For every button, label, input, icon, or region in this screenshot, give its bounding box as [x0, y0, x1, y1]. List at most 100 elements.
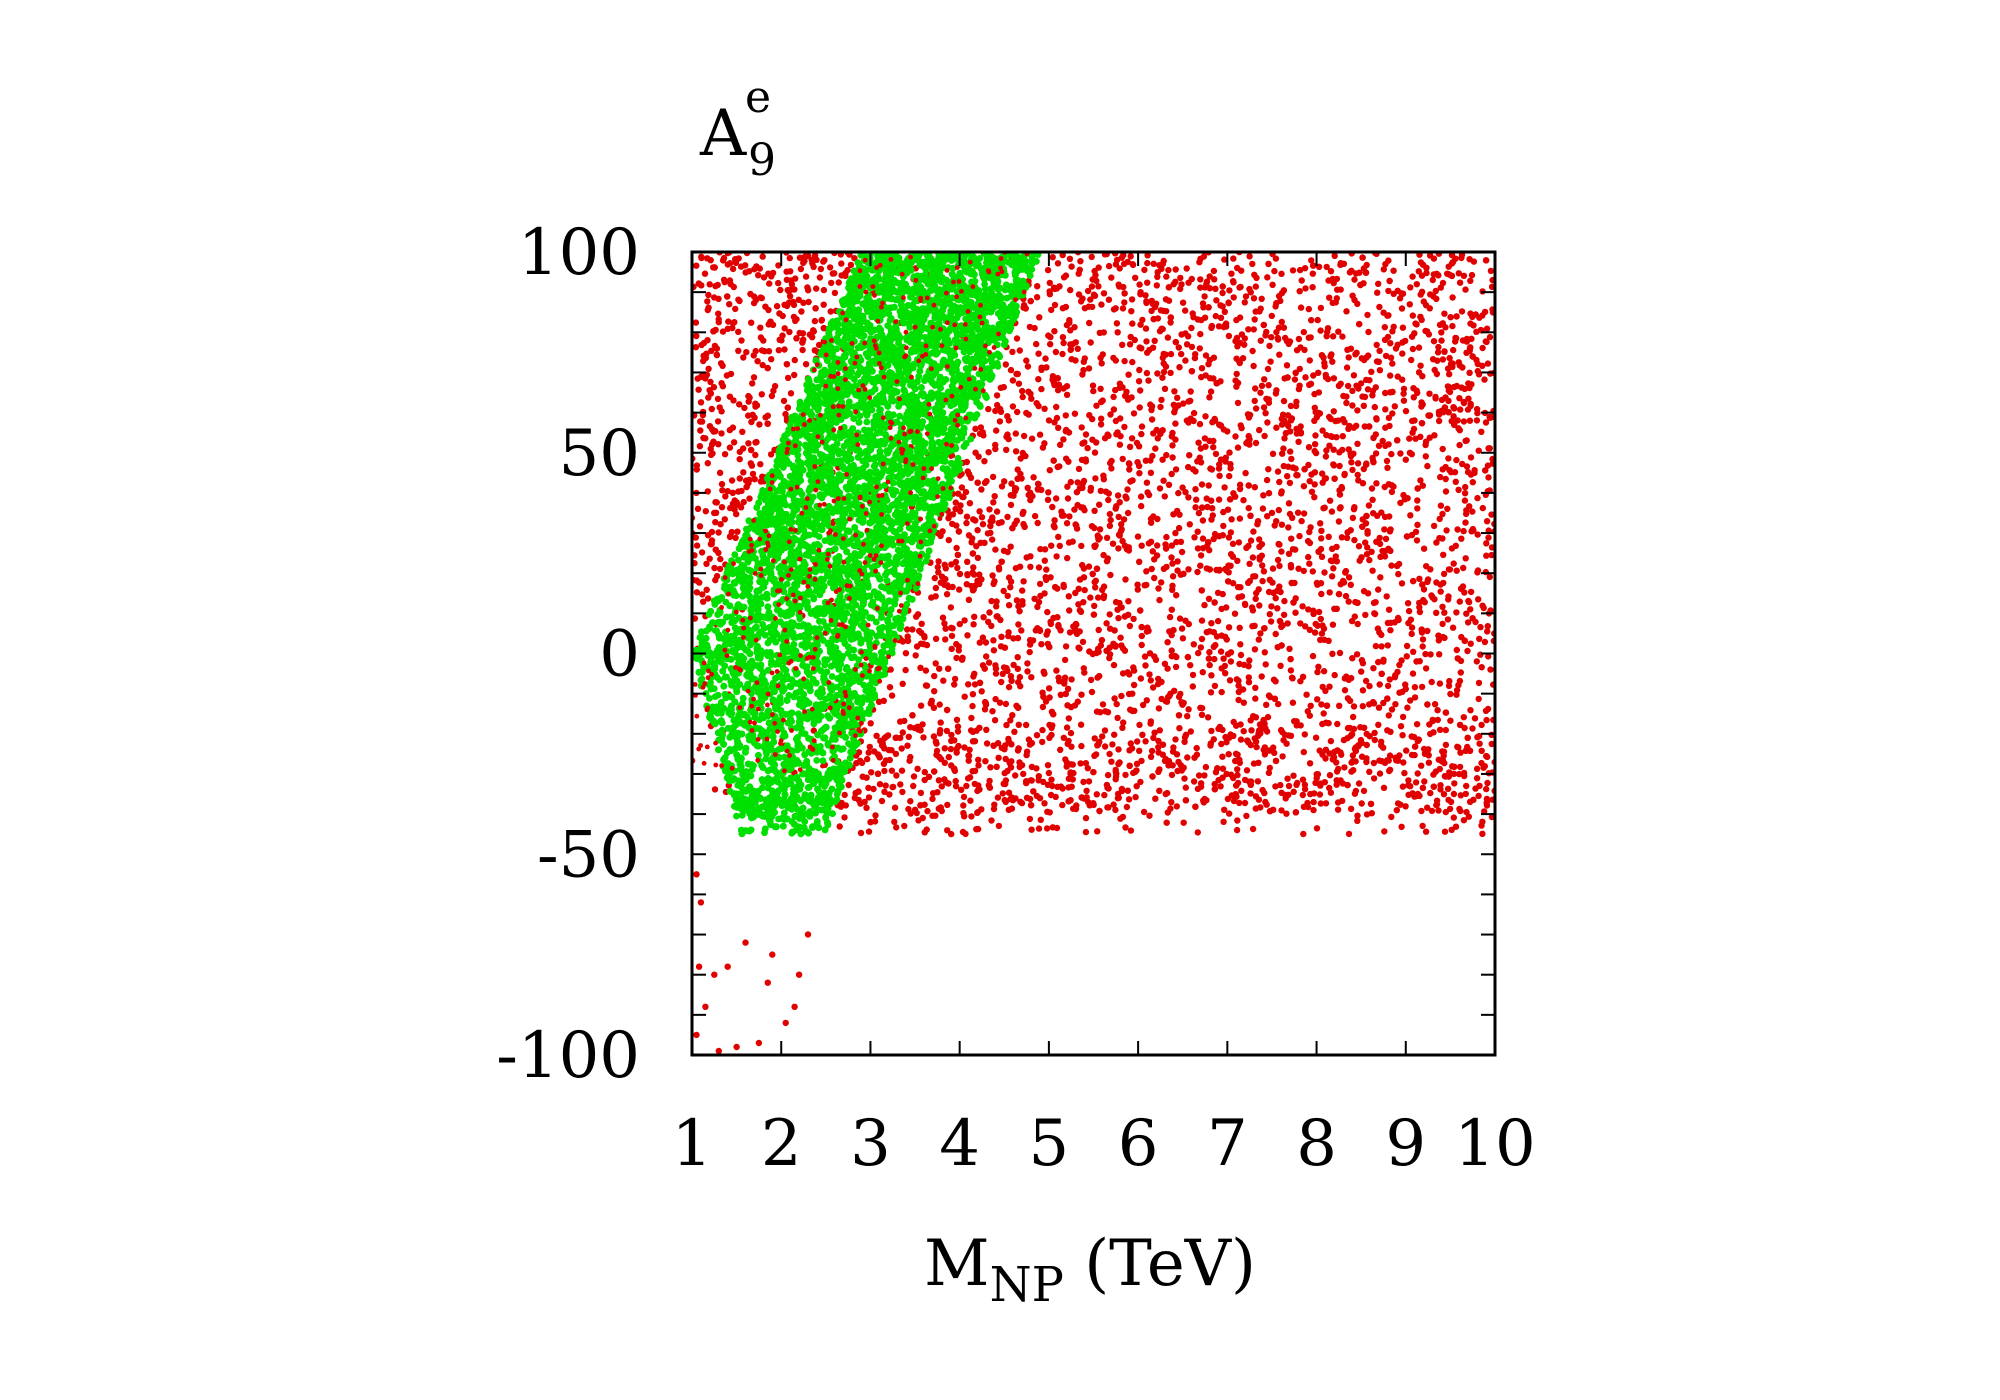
- red-point: [1311, 469, 1319, 476]
- red-point: [1262, 410, 1269, 417]
- red-point: [1378, 643, 1385, 650]
- red-point: [1287, 402, 1295, 410]
- red-point: [1345, 574, 1353, 581]
- red-point: [1155, 737, 1162, 745]
- red-point: [1121, 290, 1128, 297]
- red-point: [1231, 610, 1239, 617]
- red-point: [1096, 526, 1104, 533]
- red-point: [1445, 682, 1453, 690]
- red-point: [1463, 808, 1470, 816]
- red-point: [1129, 358, 1136, 366]
- red-point: [1408, 751, 1416, 759]
- red-point: [1145, 377, 1152, 384]
- red-point: [1260, 404, 1268, 411]
- red-point: [1188, 275, 1196, 283]
- red-point: [1364, 386, 1372, 393]
- red-point: [764, 364, 771, 372]
- red-point: [1244, 737, 1251, 744]
- red-point: [1454, 743, 1461, 750]
- red-point: [1165, 266, 1172, 274]
- red-point: [753, 438, 760, 446]
- red-point: [1066, 513, 1073, 520]
- red-point: [712, 282, 719, 290]
- red-point: [1109, 741, 1116, 748]
- red-point: [1449, 322, 1456, 330]
- red-point: [1215, 533, 1223, 540]
- red-point: [1465, 395, 1472, 402]
- red-point: [1023, 554, 1030, 561]
- red-point: [1163, 273, 1170, 280]
- red-point: [1034, 283, 1041, 290]
- red-point: [836, 823, 843, 830]
- red-point: [1112, 357, 1120, 364]
- red-point: [1350, 372, 1358, 379]
- red-point: [1467, 588, 1475, 596]
- red-point: [1371, 736, 1379, 744]
- red-point: [1124, 509, 1132, 517]
- red-point: [932, 635, 940, 642]
- red-point: [1320, 505, 1327, 512]
- red-point: [1014, 408, 1021, 416]
- red-point: [1354, 599, 1361, 606]
- red-point: [1418, 420, 1426, 427]
- red-point: [953, 716, 961, 723]
- red-point: [1299, 603, 1306, 610]
- red-point: [1149, 452, 1156, 460]
- red-point: [951, 681, 958, 688]
- red-point: [1417, 291, 1424, 298]
- red-point: [886, 684, 894, 691]
- red-point: [1221, 806, 1228, 813]
- red-point: [1398, 580, 1406, 587]
- red-point: [723, 372, 731, 379]
- red-point: [1151, 337, 1158, 344]
- red-point: [1075, 585, 1082, 592]
- red-point: [1311, 629, 1319, 636]
- red-point: [918, 629, 925, 637]
- red-point: [1334, 417, 1342, 424]
- red-point: [1383, 457, 1391, 465]
- red-point: [1333, 558, 1341, 565]
- red-point: [705, 365, 712, 372]
- red-point: [1347, 805, 1355, 812]
- red-point: [1044, 762, 1052, 769]
- red-point: [1296, 532, 1303, 540]
- red-point: [710, 328, 717, 335]
- red-point: [1100, 290, 1108, 297]
- red-point: [1007, 501, 1015, 509]
- red-point: [1126, 341, 1134, 348]
- red-point: [1326, 683, 1333, 690]
- red-point: [783, 276, 791, 283]
- red-point: [1002, 361, 1009, 368]
- red-point: [1065, 715, 1073, 722]
- red-point: [1316, 410, 1324, 417]
- red-point: [1444, 505, 1451, 512]
- red-point: [1020, 578, 1027, 585]
- red-point: [1450, 560, 1457, 567]
- red-point: [1226, 449, 1233, 456]
- red-point: [945, 536, 952, 544]
- red-point: [1133, 439, 1141, 447]
- red-point: [1476, 740, 1483, 747]
- red-point: [1009, 377, 1017, 384]
- red-point: [1085, 365, 1093, 372]
- red-point: [1400, 759, 1407, 766]
- red-point: [1235, 688, 1243, 696]
- red-point: [1066, 629, 1074, 636]
- red-point: [1333, 777, 1340, 784]
- red-point: [1403, 533, 1411, 540]
- red-point: [882, 782, 889, 789]
- red-point: [1264, 274, 1271, 281]
- red-point: [1403, 642, 1411, 650]
- red-point: [986, 784, 994, 791]
- red-point: [1295, 565, 1302, 572]
- red-point: [1361, 393, 1369, 401]
- red-point: [1365, 502, 1373, 509]
- red-point: [1338, 483, 1345, 491]
- red-point: [1087, 339, 1094, 346]
- red-point: [915, 817, 922, 824]
- red-point: [1460, 527, 1467, 535]
- red-point: [1015, 621, 1022, 628]
- red-point: [1142, 738, 1149, 745]
- red-point: [988, 622, 995, 630]
- red-point: [1418, 807, 1425, 815]
